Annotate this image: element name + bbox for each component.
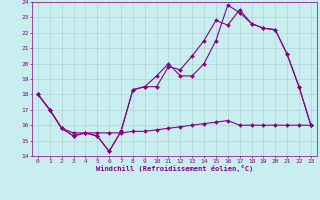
X-axis label: Windchill (Refroidissement éolien,°C): Windchill (Refroidissement éolien,°C) (96, 165, 253, 172)
